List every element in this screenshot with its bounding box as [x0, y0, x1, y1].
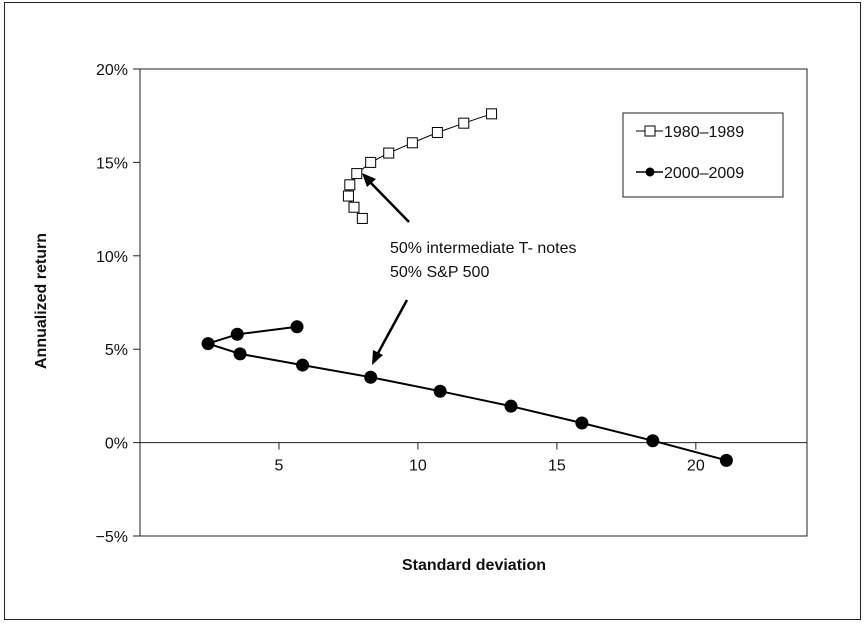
figure-frame: −5% 0% 5% 10% 15% 20% 5 10 15 20 Standard deviati…: [4, 2, 861, 620]
x-tick-label: 15: [548, 458, 566, 475]
data-point-circle: [575, 416, 589, 430]
y-tick-label: 20%: [96, 62, 128, 79]
annotation-arrow-lower: [375, 299, 409, 356]
legend-marker-1980: [644, 125, 656, 137]
data-point-square: [348, 201, 360, 213]
axes: −5% 0% 5% 10% 15% 20% 5 10 15 20: [96, 62, 807, 546]
data-point-circle: [233, 347, 247, 361]
data-point-circle: [364, 370, 378, 384]
x-tick-label: 10: [409, 458, 427, 475]
data-point-circle: [504, 399, 518, 413]
data-point-circle: [290, 320, 304, 334]
annotation-arrowhead-upper: [362, 173, 376, 187]
annotation-line-1: 50% intermediate T- notes: [390, 240, 576, 257]
data-point-square: [486, 108, 498, 120]
data-point-circle: [719, 453, 733, 467]
data-point-circle: [230, 327, 244, 341]
x-axis-label: Standard deviation: [402, 557, 546, 574]
y-tick-label: 0%: [105, 436, 128, 453]
data-point-circle: [296, 358, 310, 372]
y-tick-label: −5%: [96, 529, 128, 546]
data-point-square: [344, 179, 356, 191]
plot-area: [139, 68, 808, 537]
data-point-square: [351, 168, 363, 180]
series-layer: [201, 108, 733, 467]
annotation: 50% intermediate T- notes 50% S&P 500: [362, 173, 576, 365]
data-point-square: [356, 212, 368, 224]
y-tick-label: 5%: [105, 342, 128, 359]
data-point-square: [458, 117, 470, 129]
y-tick-label: 10%: [96, 249, 128, 266]
data-point-square: [365, 156, 377, 168]
annotation-arrowhead-lower: [372, 350, 383, 365]
data-point-circle: [201, 337, 215, 351]
legend-label-1980: 1980–1989: [664, 124, 744, 141]
legend-marker-2000: [645, 167, 655, 177]
data-point-square: [431, 127, 443, 139]
y-tick-label: 15%: [96, 155, 128, 172]
x-tick-label: 5: [275, 458, 284, 475]
y-axis-label: Annualized return: [33, 233, 50, 369]
data-point-square: [342, 190, 354, 202]
annotation-arrow-upper: [368, 180, 410, 223]
data-point-square: [406, 137, 418, 149]
legend: 1980–1989 2000–2009: [622, 112, 784, 198]
legend-label-2000: 2000–2009: [664, 165, 744, 182]
x-tick-label: 20: [687, 458, 705, 475]
chart: −5% 0% 5% 10% 15% 20% 5 10 15 20 Standard deviati…: [33, 62, 808, 574]
data-point-square: [383, 147, 395, 159]
data-point-circle: [646, 434, 660, 448]
data-point-circle: [433, 384, 447, 398]
annotation-line-2: 50% S&P 500: [390, 264, 489, 281]
